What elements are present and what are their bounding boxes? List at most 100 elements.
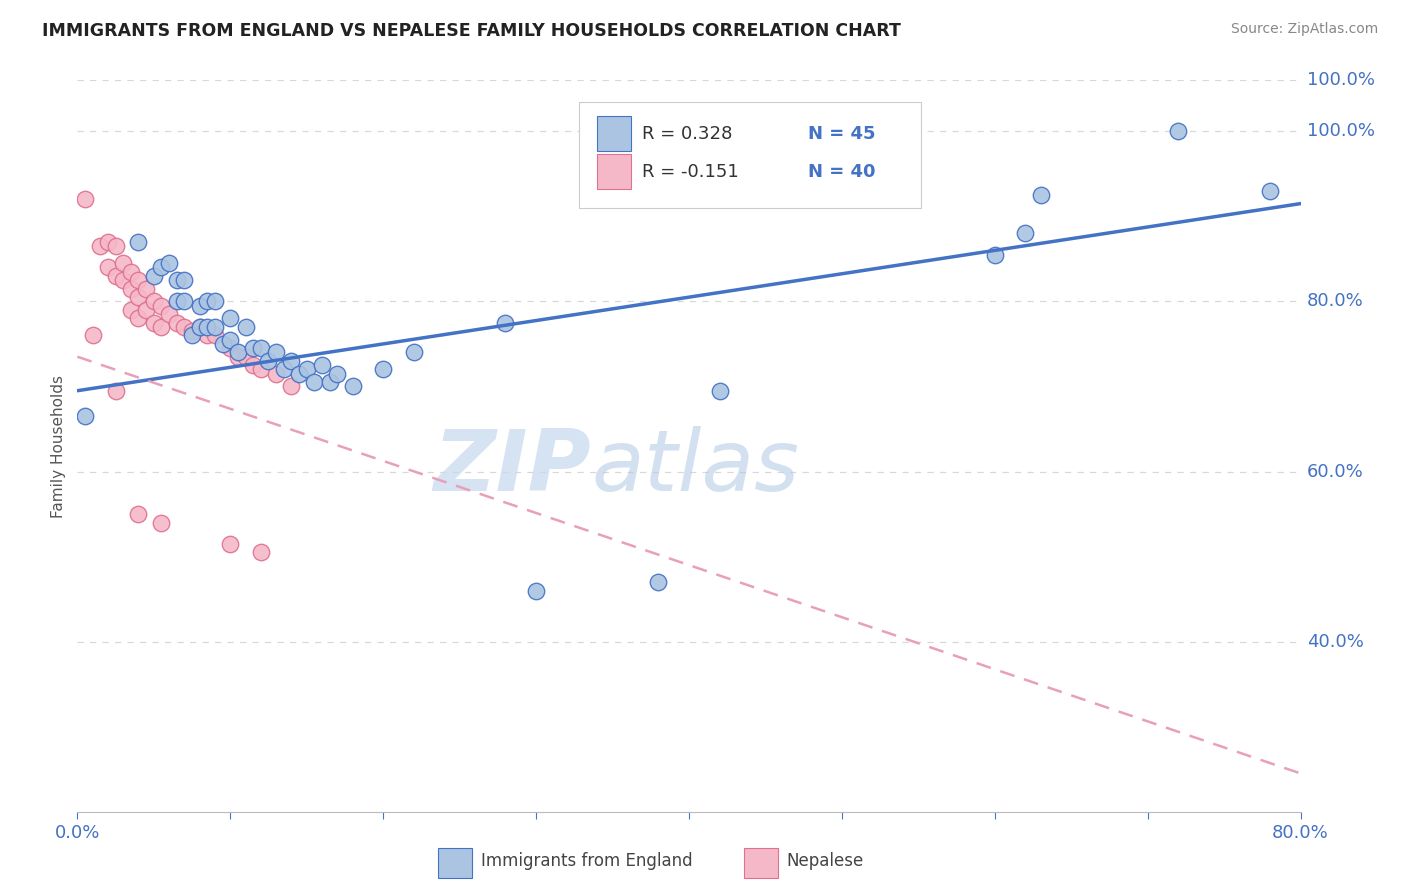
Point [211,337,233,351]
Point [311,358,333,372]
Bar [439,848,472,878]
Text: ZIP: ZIP [433,426,591,509]
Point [166,294,188,309]
Text: Immigrants from England: Immigrants from England [481,853,693,871]
Text: 40.0%: 40.0% [1306,632,1364,650]
Text: 80.0%: 80.0% [1306,293,1364,310]
Point [135,302,157,317]
Text: N = 45: N = 45 [807,125,875,143]
Point [188,320,211,334]
Point [647,575,669,590]
Point [495,316,517,330]
Text: 60.0%: 60.0% [1306,463,1364,481]
Point [402,345,425,359]
Point [89,239,111,253]
Text: R = -0.151: R = -0.151 [643,162,740,181]
Point [173,273,195,287]
Point [120,302,142,317]
Point [709,384,731,398]
Point [104,239,127,253]
Point [112,256,135,270]
Point [157,256,180,270]
Point [304,375,326,389]
Point [150,260,173,275]
Point [135,282,157,296]
Point [127,273,149,287]
Bar [598,116,631,152]
Point [371,362,394,376]
Point [280,379,302,393]
Text: 100.0%: 100.0% [1306,71,1375,89]
Point [150,299,173,313]
FancyBboxPatch shape [579,103,921,209]
Point [173,320,195,334]
Point [226,350,249,364]
Point [97,235,120,249]
Point [219,311,242,326]
Point [219,341,242,355]
Point [157,307,180,321]
Point [235,350,257,364]
Point [250,362,273,376]
Point [204,320,226,334]
Bar [744,848,779,878]
Point [250,545,273,559]
Point [150,320,173,334]
Point [150,516,173,530]
Point [204,328,226,343]
Text: atlas: atlas [591,426,799,509]
Point [226,345,249,359]
Point [142,316,165,330]
Point [219,537,242,551]
Point [188,320,211,334]
Point [318,375,340,389]
Point [242,341,264,355]
Point [166,316,188,330]
Point [127,507,149,521]
Point [120,282,142,296]
Point [104,384,127,398]
Point [97,260,120,275]
Point [181,324,204,338]
Point [1014,227,1036,241]
Point [257,354,280,368]
Point [342,379,364,393]
Point [195,320,218,334]
Point [181,328,204,343]
Point [295,362,318,376]
Point [142,294,165,309]
Text: R = 0.328: R = 0.328 [643,125,733,143]
Point [73,192,96,206]
Point [127,235,149,249]
Point [166,273,188,287]
Point [1029,188,1052,202]
Text: IMMIGRANTS FROM ENGLAND VS NEPALESE FAMILY HOUSEHOLDS CORRELATION CHART: IMMIGRANTS FROM ENGLAND VS NEPALESE FAMI… [42,22,901,40]
Point [127,311,149,326]
Point [288,367,311,381]
Point [984,247,1007,261]
Text: Nepalese: Nepalese [787,853,865,871]
Point [524,583,547,598]
Point [264,367,287,381]
Point [112,273,135,287]
Point [273,362,295,376]
Point [195,294,218,309]
Point [120,265,142,279]
Point [1167,124,1189,138]
Point [264,345,287,359]
Y-axis label: Family Households: Family Households [51,375,66,517]
Point [73,409,96,424]
Point [188,299,211,313]
Text: N = 40: N = 40 [807,162,875,181]
Text: 100.0%: 100.0% [1306,122,1375,140]
Point [242,358,264,372]
Point [280,354,302,368]
Text: Source: ZipAtlas.com: Source: ZipAtlas.com [1230,22,1378,37]
Point [326,367,349,381]
Point [1258,184,1281,198]
Point [235,320,257,334]
Bar [598,154,631,189]
Point [82,328,104,343]
Point [250,341,273,355]
Point [173,294,195,309]
